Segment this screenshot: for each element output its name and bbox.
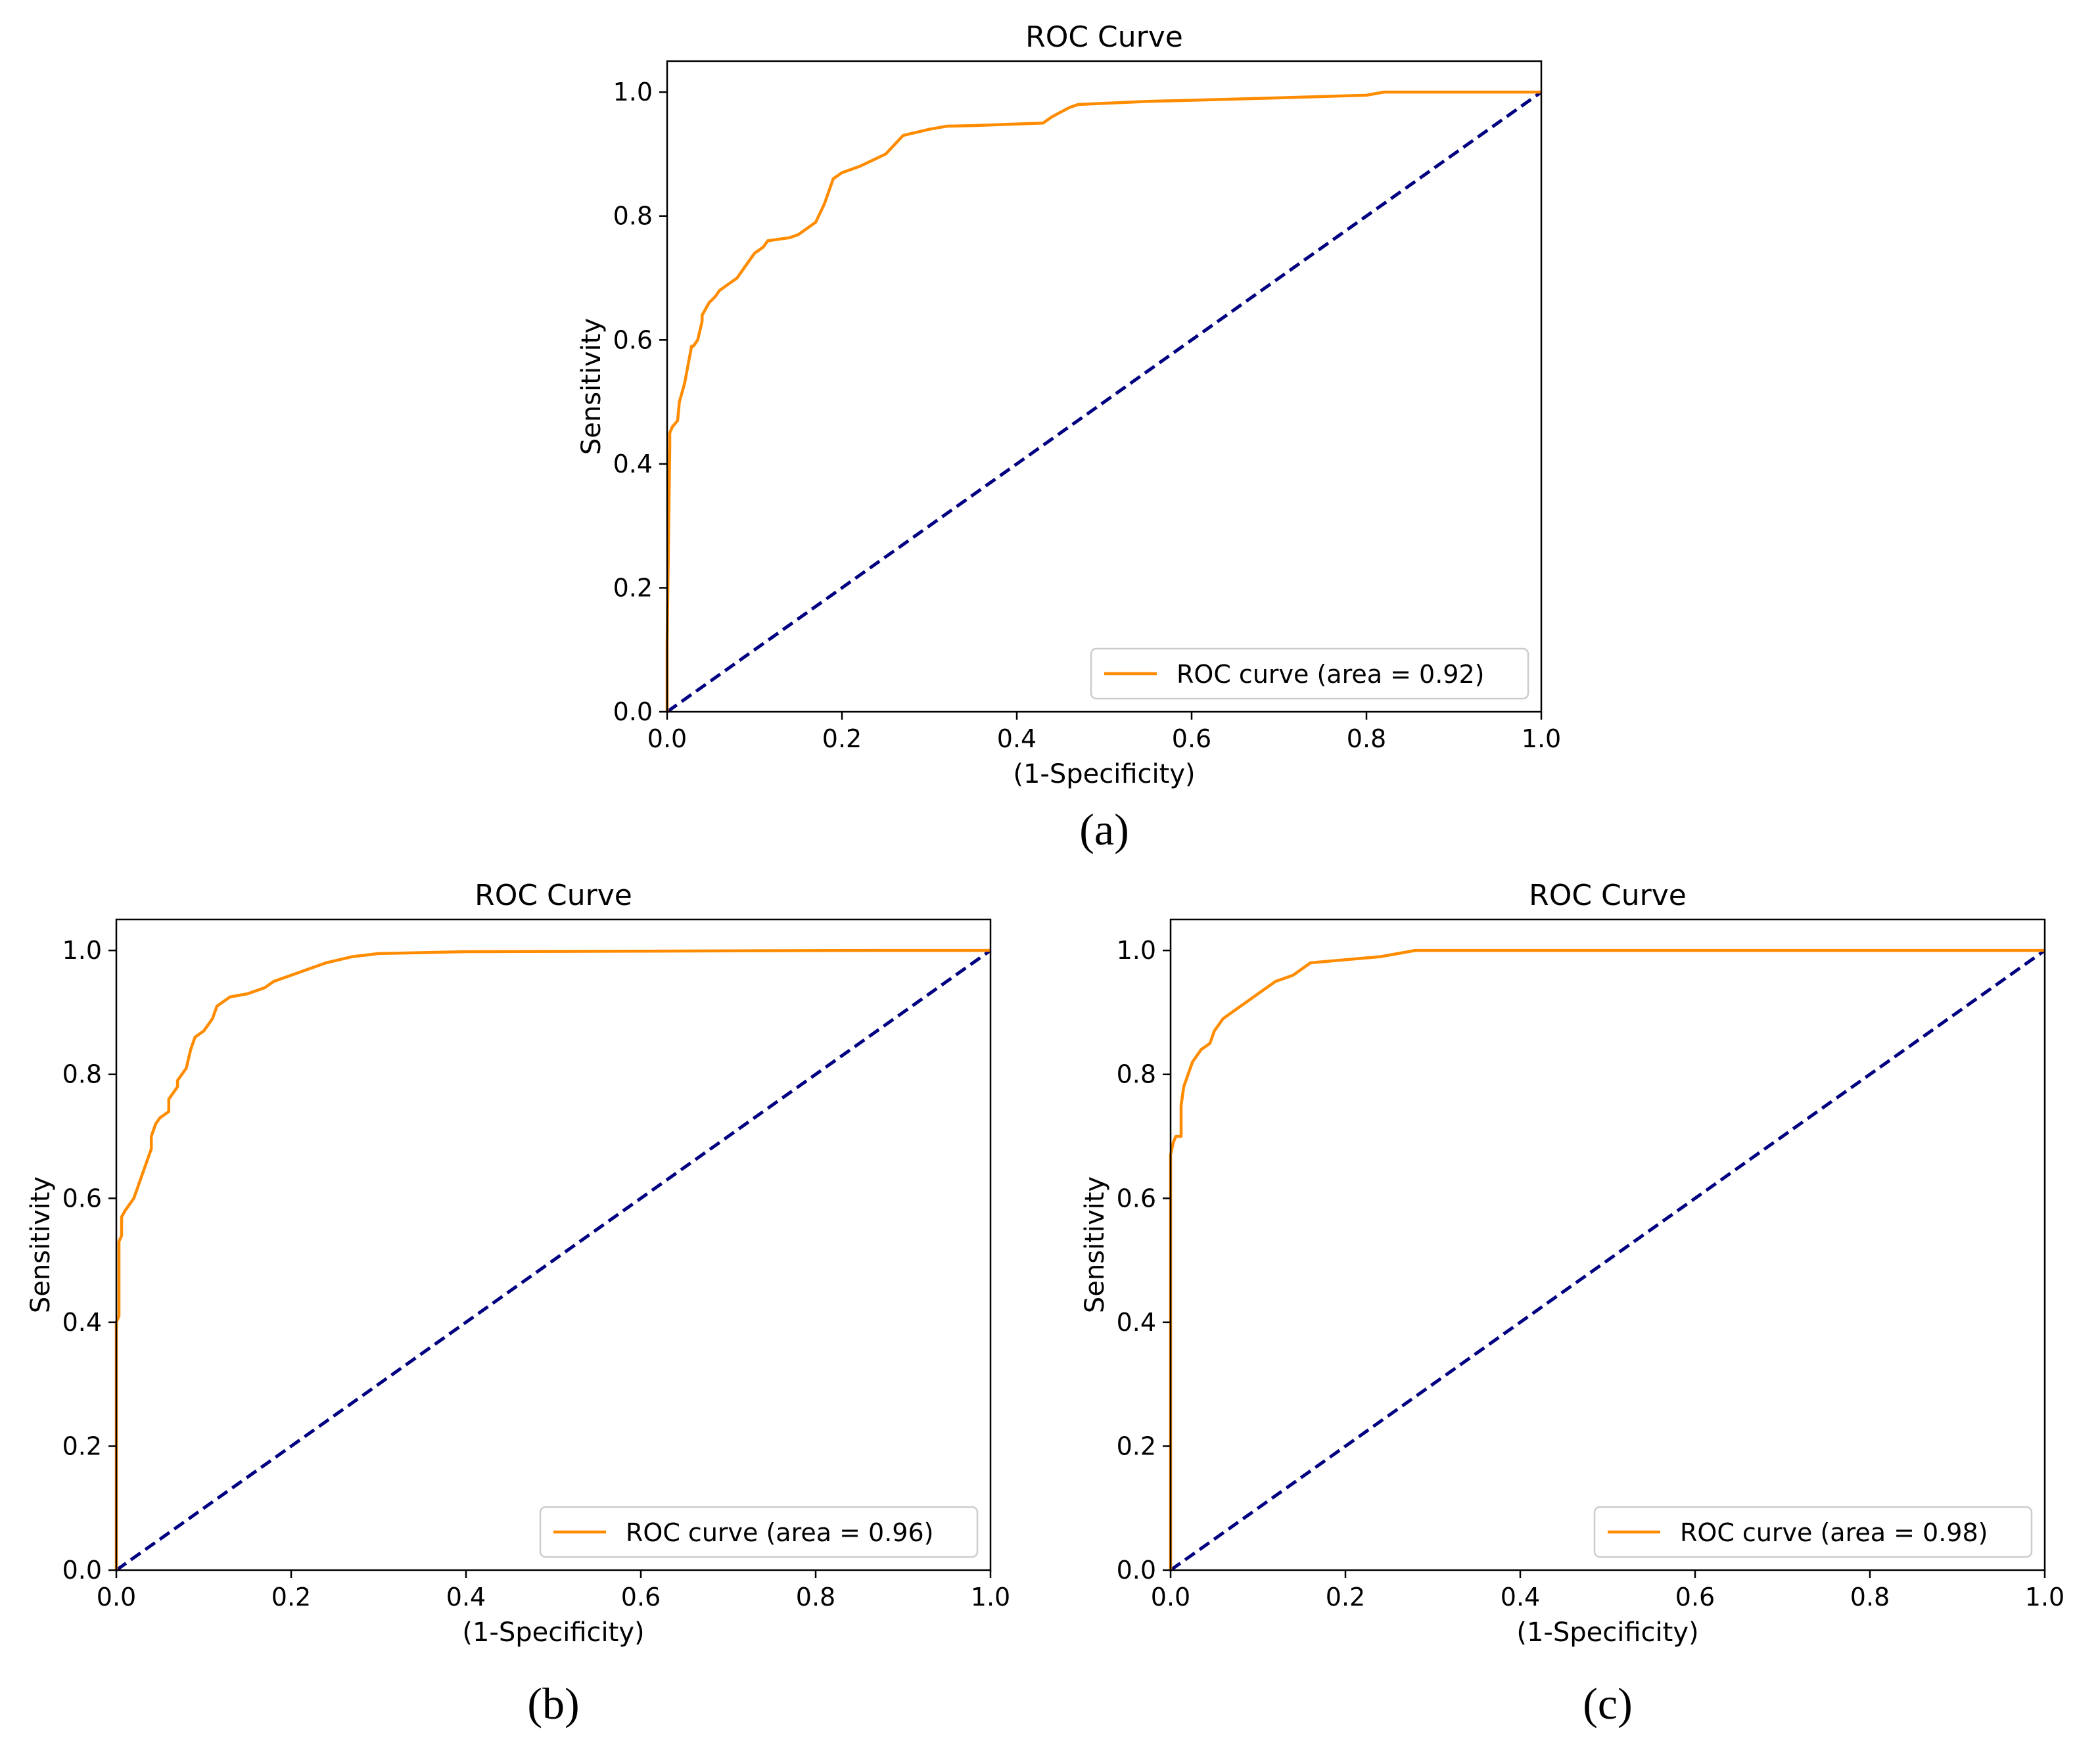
- x-tick-label: 1.0: [2025, 1583, 2064, 1612]
- roc-panel-a: ROC Curve 0.0 0.2 0.4 0.6 0.8 1.0 0.0 0.2 0.4 0.6 0…: [576, 20, 1561, 854]
- chance-diagonal-line: [666, 91, 1543, 714]
- roc-curve-line: [114, 948, 991, 1570]
- y-tick-label: 0.8: [613, 202, 653, 231]
- x-tick-label: 0.6: [1172, 724, 1211, 753]
- y-tick-label: 1.0: [613, 78, 653, 106]
- legend-box: [1090, 647, 1529, 700]
- y-axis-label: Sensitivity: [26, 1176, 56, 1313]
- chart-title: ROC Curve: [1529, 879, 1687, 912]
- y-tick-label: 0.0: [1117, 1556, 1156, 1585]
- x-tick-label: 0.6: [1675, 1583, 1715, 1612]
- x-tick-label: 0.0: [97, 1583, 136, 1612]
- x-tick-label: 0.8: [1347, 724, 1386, 753]
- y-tick-label: 0.2: [62, 1431, 102, 1460]
- x-tick-label: 0.4: [997, 724, 1037, 753]
- x-axis-label: (1-Specificity): [1013, 759, 1195, 789]
- legend: ROC curve (area = 0.98): [1593, 1506, 2033, 1558]
- plot-frame: [1169, 918, 2046, 1571]
- roc-panel-b: ROC Curve 0.0 0.2 0.4 0.6 0.8 1.0 0.0 0.2 0.4 0.6 0…: [26, 879, 1010, 1729]
- panel-caption: (a): [1079, 804, 1129, 854]
- x-tick-label: 0.4: [446, 1583, 486, 1612]
- y-tick-label: 0.8: [1117, 1060, 1156, 1089]
- panel-caption: (c): [1583, 1679, 1632, 1729]
- legend: ROC curve (area = 0.92): [1090, 647, 1529, 700]
- legend-label: ROC curve (area = 0.98): [1680, 1518, 1988, 1547]
- y-tick-label: 0.0: [62, 1556, 102, 1585]
- y-tick-label: 0.4: [613, 450, 653, 478]
- x-tick-label: 0.8: [1850, 1583, 1890, 1612]
- x-tick-label: 0.2: [1326, 1583, 1365, 1612]
- y-tick-label: 0.6: [613, 325, 653, 354]
- y-tick-label: 0.2: [613, 573, 653, 602]
- legend: ROC curve (area = 0.96): [539, 1506, 979, 1558]
- x-tick-label: 1.0: [1522, 724, 1561, 753]
- y-tick-label: 0.6: [1117, 1184, 1156, 1213]
- chart-title: ROC Curve: [1025, 20, 1183, 54]
- y-tick-label: 0.4: [1117, 1308, 1156, 1337]
- chart-title: ROC Curve: [475, 879, 632, 912]
- roc-curve-line: [665, 90, 1541, 712]
- plot-frame: [666, 60, 1543, 713]
- panel-caption: (b): [527, 1679, 579, 1729]
- x-tick-label: 0.2: [271, 1583, 311, 1612]
- legend-label: ROC curve (area = 0.92): [1177, 660, 1484, 689]
- plot-frame: [115, 918, 992, 1571]
- roc-panel-c: ROC Curve 0.0 0.2 0.4 0.6 0.8 1.0 0.0 0.2 0.4 0.6 0…: [1080, 879, 2064, 1729]
- roc-curve-line: [1169, 948, 2045, 1570]
- y-axis-label: Sensitivity: [576, 318, 607, 455]
- x-tick-label: 0.0: [647, 724, 687, 753]
- y-tick-label: 1.0: [1117, 936, 1156, 965]
- x-axis-label: (1-Specificity): [462, 1617, 644, 1648]
- chance-diagonal-line: [1169, 949, 2046, 1572]
- y-tick-label: 0.4: [62, 1308, 102, 1337]
- legend-box: [1593, 1506, 2033, 1558]
- y-tick-label: 0.8: [62, 1060, 102, 1089]
- y-tick-label: 0.6: [62, 1184, 102, 1213]
- x-tick-label: 0.0: [1151, 1583, 1190, 1612]
- y-tick-label: 0.0: [613, 697, 653, 726]
- x-tick-label: 0.6: [621, 1583, 661, 1612]
- x-tick-label: 0.4: [1501, 1583, 1540, 1612]
- y-axis-label: Sensitivity: [1080, 1176, 1110, 1313]
- chance-diagonal-line: [115, 949, 992, 1572]
- x-tick-label: 0.2: [822, 724, 862, 753]
- y-tick-label: 1.0: [62, 936, 102, 965]
- x-axis-label: (1-Specificity): [1516, 1617, 1698, 1648]
- legend-label: ROC curve (area = 0.96): [626, 1518, 933, 1547]
- x-tick-label: 0.8: [796, 1583, 835, 1612]
- x-tick-label: 1.0: [971, 1583, 1010, 1612]
- y-tick-label: 0.2: [1117, 1431, 1156, 1460]
- legend-box: [539, 1506, 979, 1558]
